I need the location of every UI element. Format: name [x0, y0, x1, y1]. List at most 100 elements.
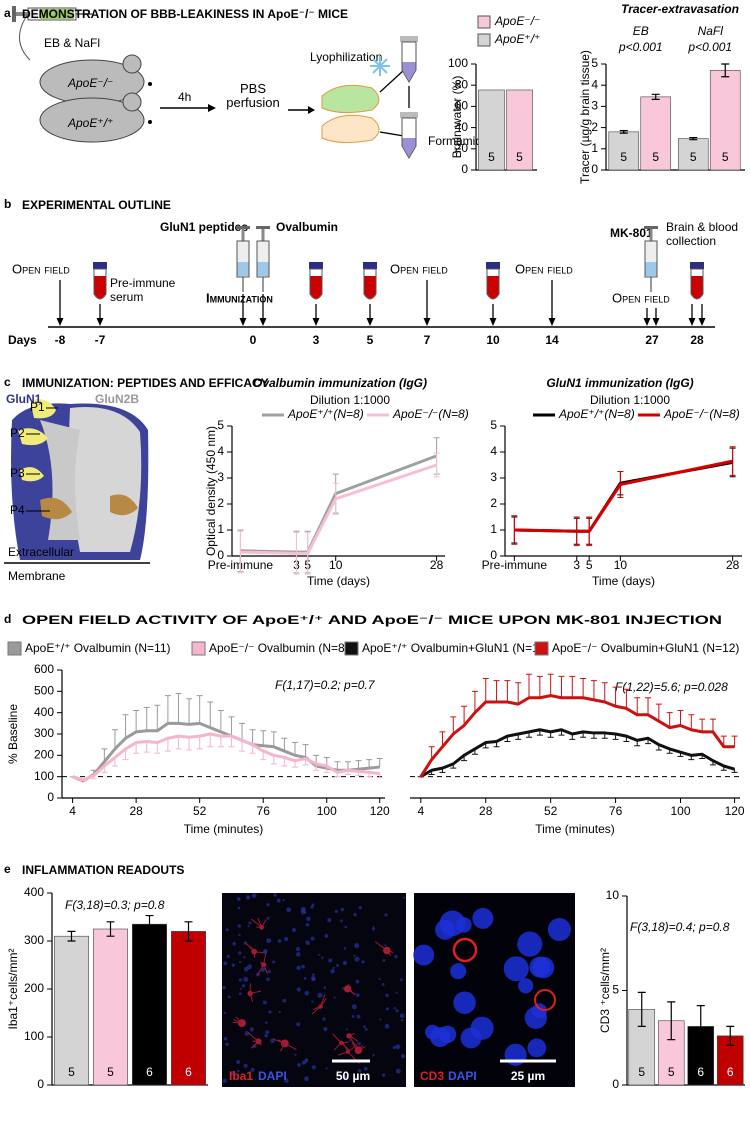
y-tick-label: 4: [217, 444, 224, 458]
event-label: Open field: [515, 261, 573, 276]
error-bar: [699, 718, 706, 732]
error-bar: [482, 678, 489, 702]
nucleus: [357, 1041, 361, 1046]
y-tick-label: 0: [612, 1077, 619, 1091]
x-axis-label: Time (minutes): [535, 822, 615, 836]
nucleus: [294, 1053, 297, 1056]
n-label: 5: [107, 1065, 114, 1079]
error-bar: [731, 769, 738, 773]
n-label: 6: [727, 1065, 734, 1079]
x-tick-label: 4: [417, 804, 424, 818]
nucleus: [246, 964, 252, 970]
legend-label: ApoE⁺/⁺(N=8): [558, 407, 635, 421]
error-bar: [184, 921, 193, 942]
error-bar: [696, 1005, 705, 1048]
nucleus: [453, 991, 476, 1014]
cd3-cell: [452, 937, 478, 963]
y-axis-label: Optical density (450 nm): [204, 426, 218, 556]
nucleus: [268, 1010, 272, 1014]
nucleus: [385, 1007, 390, 1011]
nucleus: [323, 986, 327, 989]
event-arrow-head: [96, 318, 104, 326]
perfusion-label: PBS perfusion: [226, 82, 280, 110]
y-tick-label: 400: [24, 885, 44, 899]
arrow: [379, 69, 405, 93]
nucleus: [321, 956, 324, 960]
event-arrow-head: [489, 318, 497, 326]
nucleus: [297, 1062, 301, 1067]
error-bar: [291, 742, 298, 756]
mouse: [39, 97, 145, 143]
nucleus: [243, 976, 249, 982]
error-bar: [688, 714, 695, 730]
x-axis-label: Time (days): [592, 574, 655, 588]
mouse-nose: [148, 120, 152, 124]
error-bar: [471, 690, 478, 713]
nucleus: [322, 1017, 326, 1021]
nucleus: [395, 1044, 401, 1050]
nucleus: [344, 925, 348, 929]
mouse-nose: [148, 82, 152, 86]
peptide-label: P1: [30, 400, 45, 414]
error-bar: [111, 729, 118, 749]
microglia-process: [250, 1041, 259, 1049]
tube-icon: [690, 262, 704, 300]
nucleus: [334, 909, 338, 914]
day-label: 10: [486, 333, 500, 347]
chart-subtitle: Dilution 1:1000: [590, 393, 670, 407]
error-bar: [515, 682, 522, 705]
x-axis-label: Time (minutes): [184, 822, 264, 836]
y-tick-label: 300: [24, 933, 44, 947]
n-label: 5: [668, 1065, 675, 1079]
nucleus: [231, 963, 236, 967]
nucleus: [342, 1075, 348, 1080]
nucleus: [358, 906, 362, 910]
error-bar: [590, 680, 597, 700]
arrow-head: [208, 104, 216, 112]
nucleus: [455, 917, 472, 933]
nucleus: [400, 1053, 406, 1059]
annotation: F(3,18)=0.3; p=0.8: [65, 898, 165, 912]
microglia-process: [374, 941, 388, 951]
nucleus: [262, 1000, 267, 1005]
legend-swatch: [7, 641, 22, 656]
day-label: 14: [545, 333, 559, 347]
nucleus: [357, 1068, 362, 1073]
error-bar: [164, 738, 171, 752]
x-tick-label: 10: [329, 558, 343, 572]
nucleus: [223, 961, 228, 966]
nucleus: [311, 973, 315, 977]
y-tick-label: 0: [37, 1077, 44, 1091]
event-arrow-head: [652, 318, 660, 326]
n-label: 5: [488, 150, 495, 164]
series-line: [72, 732, 380, 782]
error-bar: [217, 710, 224, 732]
event-label: GluN1 peptides: [160, 220, 248, 234]
nucleus: [351, 1004, 357, 1010]
nucleus: [384, 1023, 390, 1029]
nucleus: [238, 960, 242, 964]
panel-letter: e: [4, 862, 11, 876]
tube-icon: [486, 262, 500, 300]
nucleus: [323, 1027, 328, 1032]
error-bar: [217, 736, 224, 748]
microglia-process: [258, 1041, 263, 1046]
nucleus: [317, 953, 321, 956]
stain-label: DAPI: [448, 1069, 477, 1083]
nucleus: [364, 1028, 368, 1031]
y-tick-label: 2: [591, 120, 598, 134]
microglia-process: [284, 1042, 297, 1051]
nucleus: [438, 1025, 457, 1044]
nucleus: [354, 943, 360, 949]
panel-letter: b: [4, 197, 11, 211]
n-label: 5: [722, 150, 729, 164]
nucleus: [223, 1011, 226, 1014]
legend-swatch: [344, 641, 359, 656]
series-line: [419, 694, 735, 778]
error-bar: [133, 710, 140, 732]
event-label: Brain & blood collection: [666, 220, 739, 248]
nucleus: [248, 921, 252, 925]
microglia-process: [235, 1016, 243, 1024]
bar: [54, 935, 89, 1086]
mouse-label: ApoE⁺/⁺: [67, 116, 113, 130]
